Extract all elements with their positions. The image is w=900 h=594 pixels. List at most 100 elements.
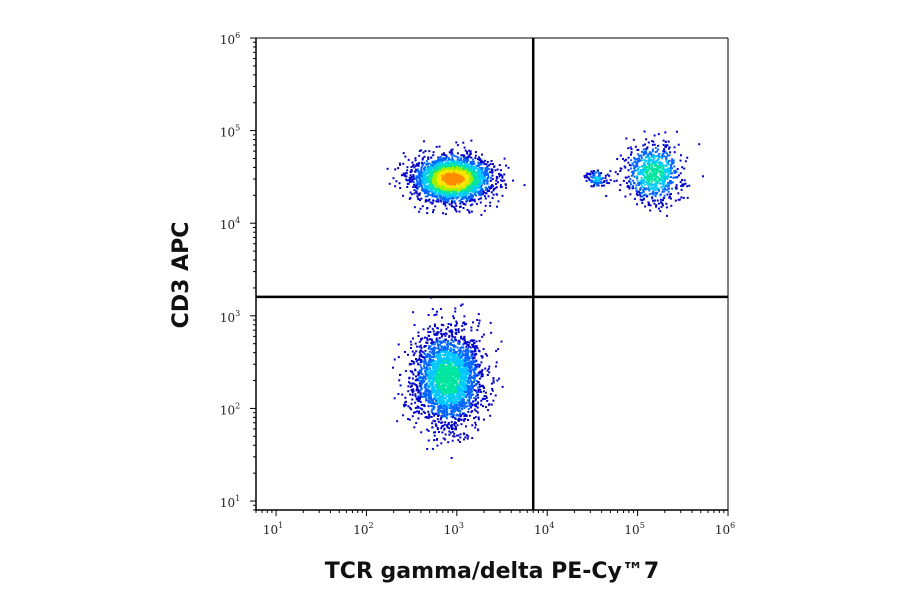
event-dot <box>450 395 453 398</box>
event-dot <box>465 162 468 165</box>
event-dot <box>443 373 446 376</box>
event-dot <box>397 343 400 346</box>
event-dot <box>458 343 461 345</box>
event-dot <box>463 415 466 417</box>
event-dot <box>420 346 423 349</box>
event-dot <box>439 189 442 192</box>
event-dot <box>496 168 499 171</box>
event-dot <box>424 396 427 398</box>
event-dot <box>470 196 473 199</box>
event-dot <box>449 373 452 376</box>
event-dot <box>445 409 448 412</box>
event-dot <box>418 351 421 354</box>
event-dot <box>419 172 422 175</box>
event-dot <box>483 195 486 198</box>
event-dot <box>462 389 465 392</box>
event-dot <box>435 176 438 179</box>
event-dot <box>434 347 437 350</box>
event-dot <box>467 344 470 346</box>
event-dot <box>450 396 453 399</box>
event-dot <box>447 387 450 390</box>
event-dot <box>464 149 467 152</box>
event-dot <box>460 372 463 374</box>
event-dot <box>466 364 469 367</box>
event-dot <box>458 161 461 164</box>
event-dot <box>430 342 433 345</box>
event-dot <box>404 175 407 178</box>
event-dot <box>427 385 430 388</box>
event-dot <box>449 342 452 344</box>
event-dot <box>448 393 451 396</box>
event-dot <box>432 385 435 388</box>
event-dot <box>434 365 437 368</box>
event-dot <box>468 366 470 369</box>
event-dot <box>442 367 445 370</box>
event-dot <box>410 408 413 411</box>
event-dot <box>461 388 463 390</box>
event-dot <box>451 353 454 356</box>
event-dot <box>481 356 484 359</box>
event-dot <box>421 395 424 398</box>
event-dot <box>409 385 412 388</box>
event-dot <box>449 182 452 184</box>
event-dot <box>441 166 444 169</box>
event-dot <box>445 174 448 177</box>
event-dot <box>479 201 482 204</box>
event-dot <box>426 381 429 384</box>
event-dot <box>451 156 454 159</box>
event-dot <box>420 149 423 152</box>
event-dot <box>417 363 420 366</box>
event-dot <box>478 322 481 325</box>
event-dot <box>439 410 442 413</box>
event-dot <box>445 181 447 184</box>
event-dot <box>450 365 453 367</box>
event-dot <box>431 426 434 429</box>
event-dot <box>437 357 440 360</box>
event-dot <box>399 187 402 189</box>
event-dot <box>457 349 460 352</box>
event-dot <box>426 163 429 166</box>
event-dot <box>398 162 401 165</box>
event-dot <box>476 179 479 182</box>
event-dot <box>445 191 448 194</box>
event-dot <box>450 415 453 418</box>
event-dot <box>407 390 410 393</box>
event-dot <box>410 402 413 405</box>
event-dot <box>411 391 414 394</box>
event-dot <box>465 348 468 351</box>
event-dot <box>475 365 478 368</box>
event-dot <box>476 176 478 179</box>
event-dot <box>443 179 446 182</box>
event-dot <box>432 405 435 408</box>
event-dot <box>439 368 441 371</box>
event-dot <box>461 161 464 164</box>
event-dot <box>460 399 463 402</box>
event-dot <box>441 373 444 376</box>
event-dot <box>445 411 448 414</box>
event-dot <box>444 176 447 179</box>
event-dot <box>438 359 441 361</box>
event-dot <box>470 385 473 388</box>
event-dot <box>462 349 465 352</box>
event-dot <box>457 358 459 360</box>
event-dot <box>461 351 464 354</box>
event-dot <box>412 337 414 340</box>
event-dot <box>437 408 440 411</box>
event-dot <box>442 393 445 396</box>
event-dot <box>466 394 469 397</box>
event-dot <box>455 372 458 375</box>
event-dot <box>465 322 468 325</box>
event-dot <box>450 204 453 207</box>
event-dot <box>437 352 440 355</box>
event-dot <box>417 417 420 420</box>
event-dot <box>494 169 497 172</box>
event-dot <box>455 155 458 158</box>
event-dot <box>418 399 421 402</box>
event-dot <box>424 375 427 378</box>
event-dot <box>451 377 454 380</box>
event-dot <box>443 371 446 373</box>
event-dot <box>475 410 478 413</box>
event-dot <box>487 367 490 370</box>
event-dot <box>451 389 454 391</box>
event-dot <box>477 418 480 421</box>
